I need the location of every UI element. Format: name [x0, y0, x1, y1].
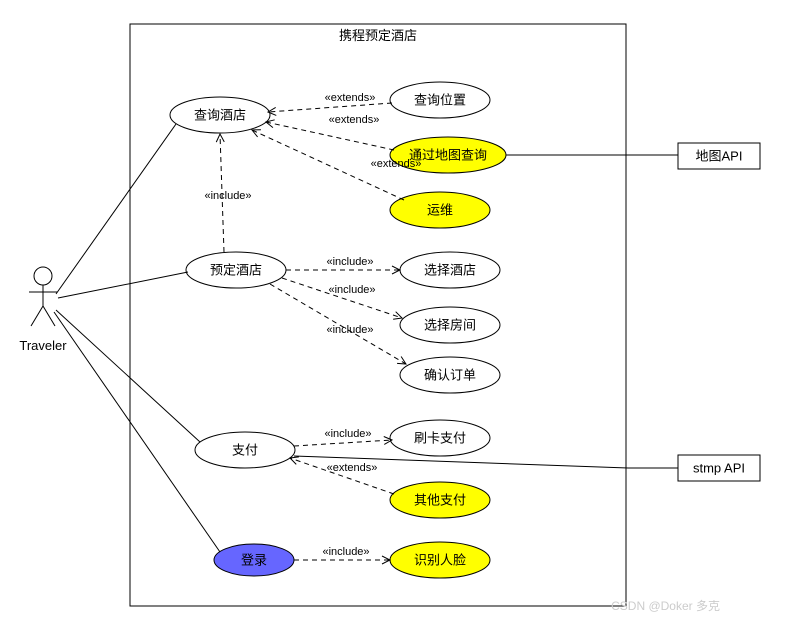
association-3: [54, 312, 220, 552]
api-map_api-label: 地图API: [696, 148, 743, 163]
association-0: [56, 124, 176, 294]
association-2: [56, 310, 200, 442]
rel-extends-0: [268, 103, 392, 112]
use-case-diagram: 携程预定酒店Traveler查询酒店查询位置通过地图查询运维预定酒店选择酒店选择…: [0, 0, 806, 620]
actor-label: Traveler: [19, 338, 67, 353]
usecase-query_hotel-label: 查询酒店: [194, 107, 246, 122]
usecase-swipe_pay-label: 刷卡支付: [414, 430, 466, 445]
usecase-pay-label: 支付: [232, 442, 258, 457]
actor-traveler: [29, 267, 57, 326]
rel-label-0: «extends»: [325, 92, 376, 104]
rel-label-5: «include»: [328, 284, 375, 296]
system-title: 携程预定酒店: [339, 28, 417, 43]
usecase-ops-label: 运维: [427, 202, 453, 217]
usecase-book_hotel-label: 预定酒店: [210, 262, 262, 277]
rel-label-2: «extends»: [371, 158, 422, 170]
usecase-face-label: 识别人脸: [414, 552, 466, 567]
usecase-confirm-label: 确认订单: [424, 367, 476, 382]
usecase-other_pay-label: 其他支付: [414, 492, 466, 507]
association-1: [58, 272, 188, 298]
rel-label-4: «include»: [326, 256, 373, 268]
rel-label-6: «include»: [326, 324, 373, 336]
usecase-sel_hotel-label: 选择酒店: [424, 262, 476, 277]
api-stmp_api-label: stmp API: [693, 460, 745, 475]
rel-label-8: «extends»: [327, 462, 378, 474]
usecase-login-label: 登录: [241, 552, 267, 567]
rel-label-3: «include»: [204, 190, 251, 202]
rel-label-1: «extends»: [329, 114, 380, 126]
rel-label-7: «include»: [324, 428, 371, 440]
watermark: CSDN @Doker 多克: [611, 599, 720, 613]
rel-label-9: «include»: [322, 546, 369, 558]
rel-include-7: [294, 440, 392, 446]
usecase-sel_room-label: 选择房间: [424, 317, 476, 332]
usecase-query_loc-label: 查询位置: [414, 92, 466, 107]
